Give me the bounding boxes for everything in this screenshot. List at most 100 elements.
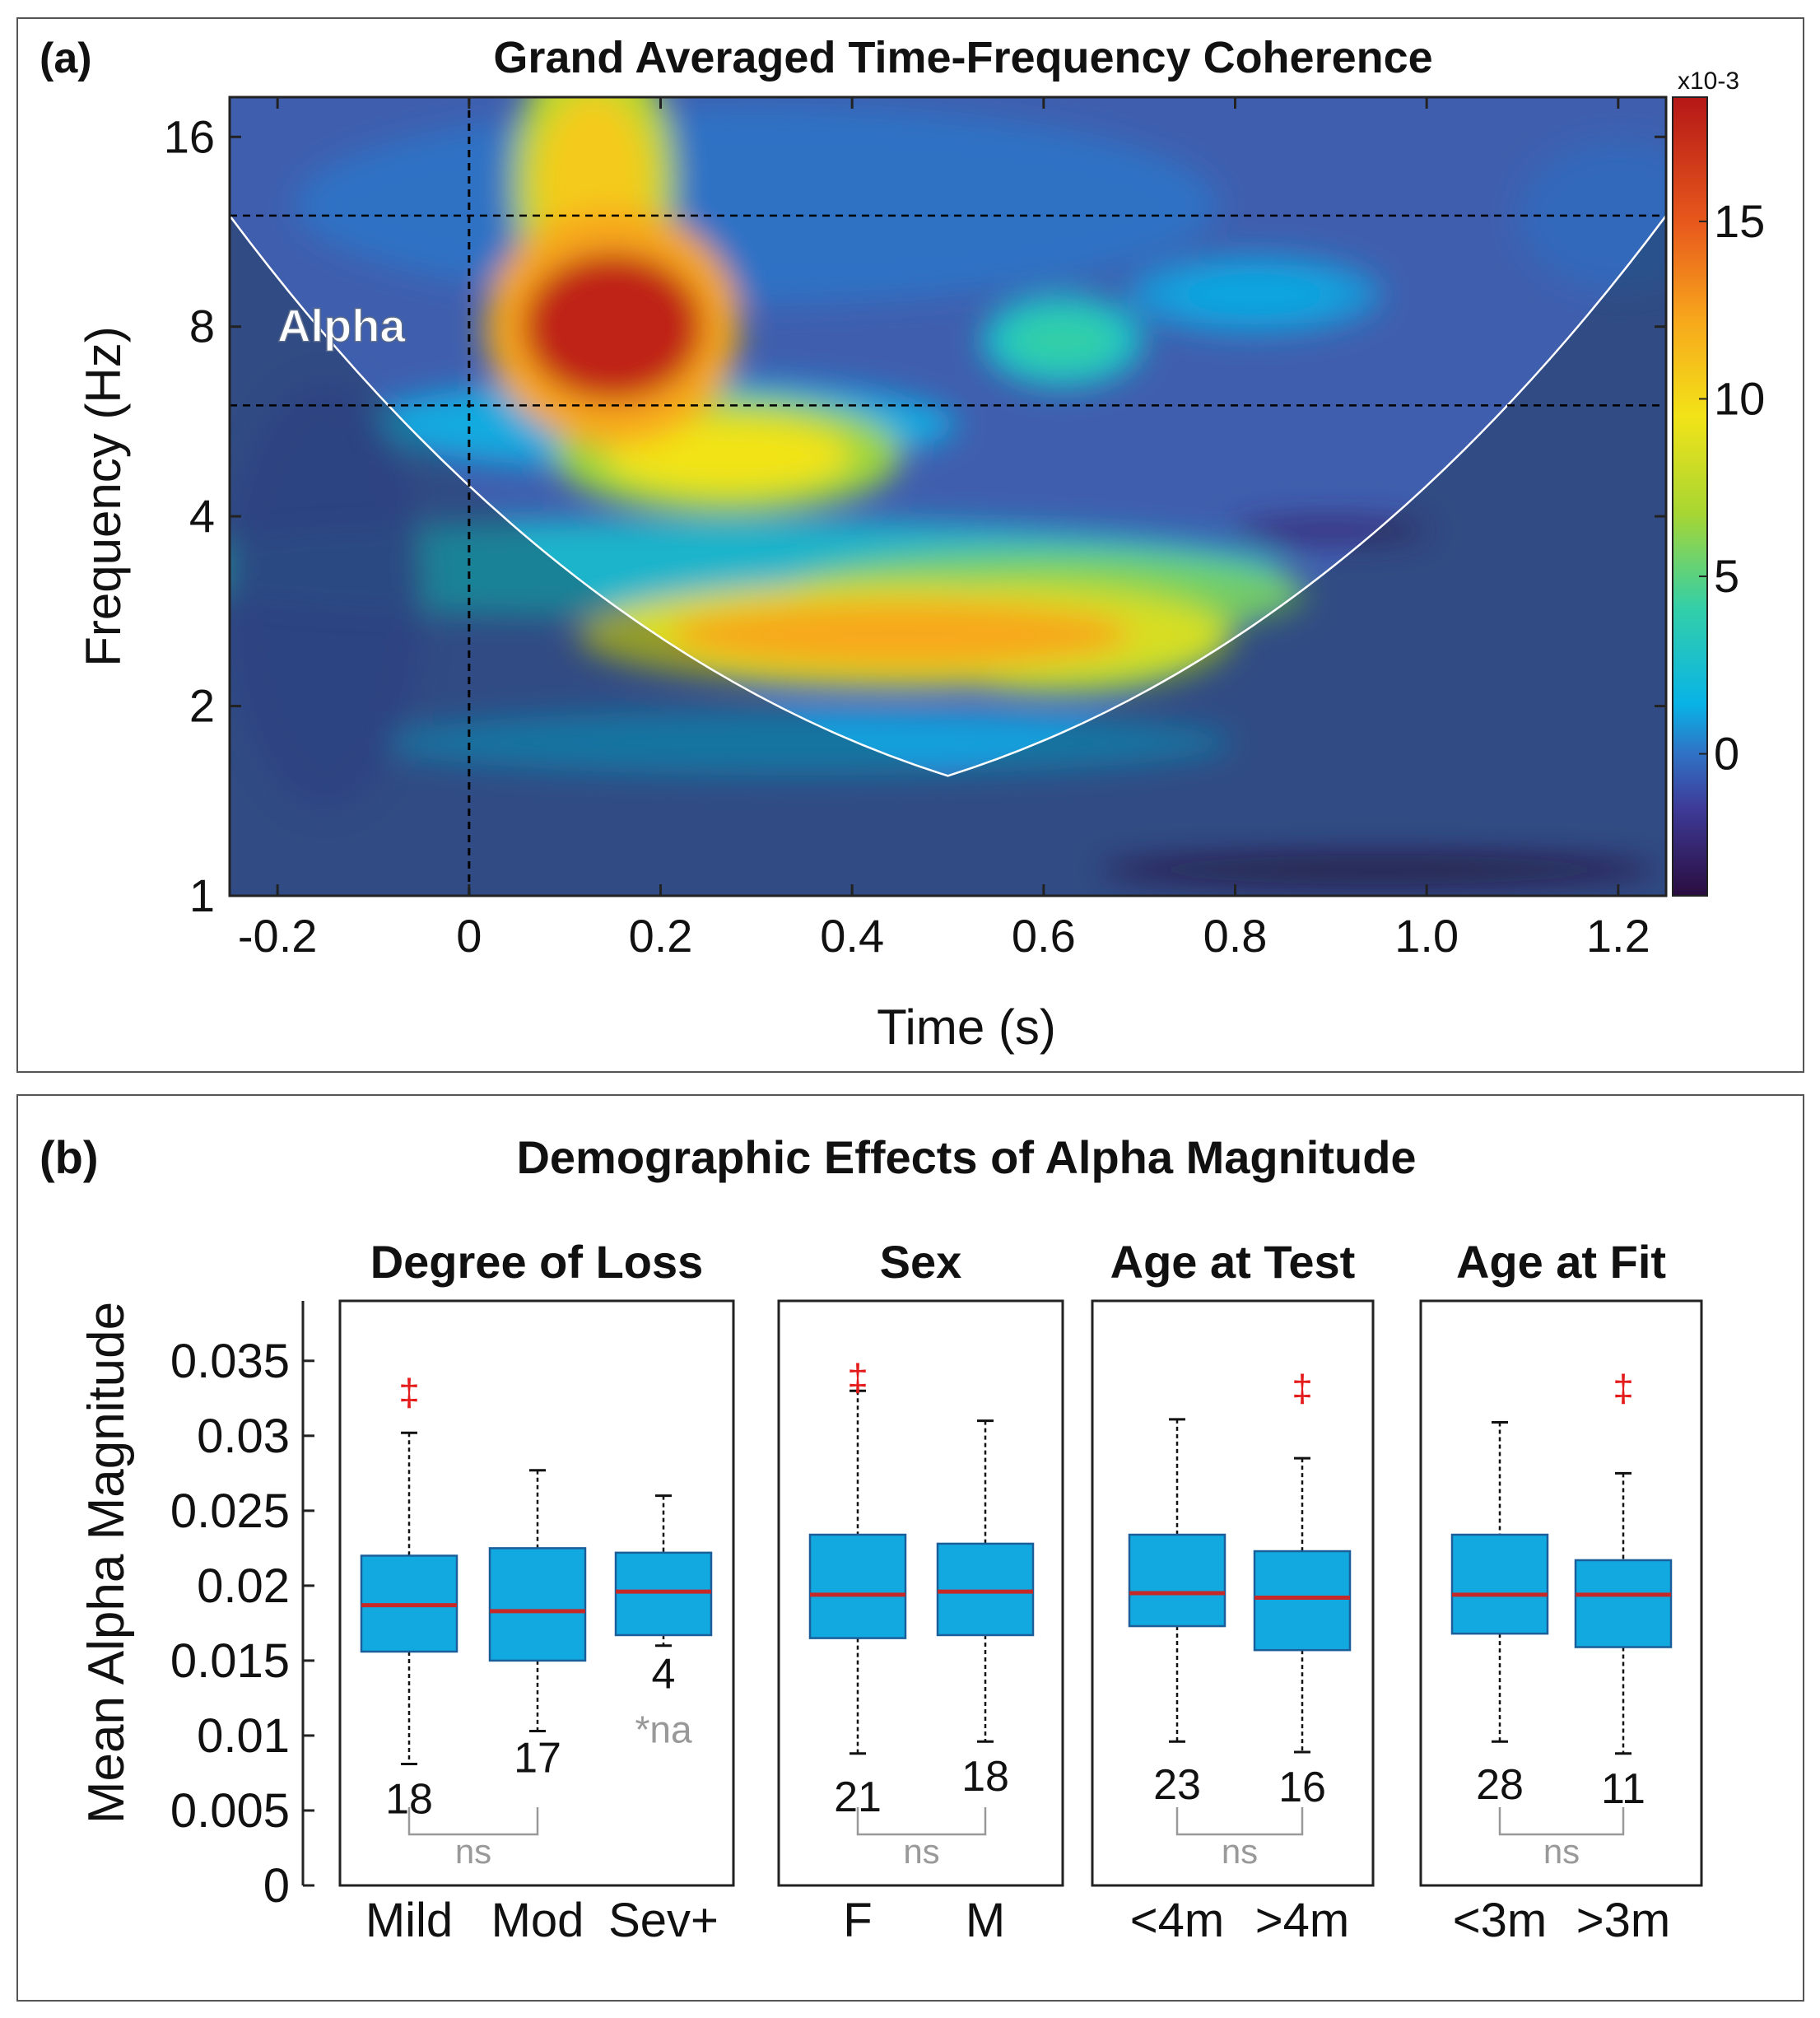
boxplot-group-frame <box>777 1299 1064 1887</box>
boxplot-y-tick-label: 0.01 <box>197 1709 290 1763</box>
x-tick-label: 0.6 <box>1012 910 1076 962</box>
boxplot-y-tick-label: 0.02 <box>197 1559 290 1613</box>
outlier-marker: ‡ <box>1613 1367 1634 1410</box>
colorbar-tick-label: 15 <box>1714 195 1765 247</box>
heatmap-title: Grand Averaged Time-Frequency Coherence <box>493 33 1432 82</box>
na-note: *na <box>635 1708 691 1751</box>
heatmap-region <box>376 709 1232 776</box>
ns-bracket-line <box>407 1807 539 1836</box>
category-label: M <box>966 1894 1005 1947</box>
y-tick-label: 16 <box>164 110 215 162</box>
box-iqr <box>1450 1533 1549 1635</box>
category-label: >3m <box>1576 1894 1670 1947</box>
ns-label: ns <box>1543 1832 1580 1871</box>
boxplot-box: 23 <4m <box>1128 1418 1227 1947</box>
category-label: <4m <box>1130 1894 1224 1947</box>
sample-size-label: 4 <box>652 1651 676 1699</box>
heatmap-field <box>230 97 1666 896</box>
category-label: F <box>843 1894 872 1947</box>
ns-bracket-line <box>856 1807 987 1836</box>
alpha-annotation: Alpha <box>277 300 406 352</box>
colorbar-tick-label: 5 <box>1714 550 1739 602</box>
heatmap-hotspot <box>522 252 704 401</box>
category-label: Mod <box>491 1894 584 1947</box>
category-label: Mild <box>365 1894 453 1947</box>
box-iqr <box>488 1547 587 1662</box>
ns-bracket-line <box>1175 1807 1304 1836</box>
boxplot-group: Age at Fit 28 <3m ‡ 11 >3m ns <box>1419 1236 1703 1947</box>
colorbar-tick-label: 10 <box>1714 372 1765 424</box>
x-tick-label: -0.2 <box>238 910 318 962</box>
ns-bracket: ns <box>1498 1807 1625 1871</box>
boxplot-ylabel: Mean Alpha Magnitude <box>78 1302 135 1824</box>
heatmap-ylabel: Frequency (Hz) <box>76 326 131 666</box>
box-iqr <box>808 1533 907 1639</box>
x-tick-label: 0.2 <box>629 910 693 962</box>
category-label: >4m <box>1255 1894 1349 1947</box>
boxplot-group-frame <box>1091 1299 1375 1887</box>
colorbar-exponent: x10-3 <box>1678 68 1739 95</box>
boxplot-y-axis: 0.035 0.03 0.025 0.02 0.015 0.01 0.005 0 <box>170 1301 314 1913</box>
boxplot-box: 18 M <box>936 1419 1035 1947</box>
sample-size-label: 17 <box>514 1734 561 1782</box>
sample-size-label: 23 <box>1153 1761 1201 1809</box>
y-tick-label: 1 <box>189 869 215 921</box>
heatmap-region <box>230 380 425 809</box>
heatmap-hotspot <box>669 601 1131 668</box>
heatmap-blobs <box>230 97 1666 885</box>
boxplot-y-tick-label: 0.025 <box>170 1484 290 1538</box>
boxplot-group: Sex ‡21F 18 Mns <box>777 1236 1064 1947</box>
y-tick-label: 4 <box>189 490 215 542</box>
sample-size-label: 11 <box>1601 1765 1645 1813</box>
x-tick-label: 1.0 <box>1394 910 1459 962</box>
boxplot-group-frame <box>1419 1299 1703 1887</box>
heatmap-region <box>295 105 1217 304</box>
ns-bracket-line <box>1498 1807 1625 1836</box>
boxplot-title: Demographic Effects of Alpha Magnitude <box>516 1131 1416 1183</box>
boxplot-y-tick-label: 0.005 <box>170 1784 290 1838</box>
boxplot-group-title: Sex <box>880 1236 962 1288</box>
heatmap-axes: -0.2 0 0.2 0.4 0.6 0.8 1.0 1.2 16 8 4 2 1 <box>164 97 1666 962</box>
outlier-marker: ‡ <box>847 1356 868 1399</box>
boxplot-box: ‡ 11 >3m <box>1574 1367 1673 1947</box>
boxplot-box: 28 <3m <box>1450 1420 1549 1947</box>
x-tick-label: 0.4 <box>820 910 884 962</box>
colorbar-gradient <box>1672 96 1708 897</box>
boxplot-box: ‡ 16 >4m <box>1253 1367 1352 1947</box>
boxplot-box: ‡21F <box>808 1356 907 1947</box>
ns-bracket: ns <box>856 1807 987 1871</box>
heatmap-axes-frame <box>228 96 1668 897</box>
sample-size-label: 18 <box>961 1753 1009 1801</box>
boxplot-group-title: Age at Fit <box>1456 1236 1666 1288</box>
box-iqr <box>1128 1533 1227 1628</box>
ns-label: ns <box>903 1832 939 1871</box>
outlier-marker: ‡ <box>398 1371 420 1414</box>
outlier-marker: ‡ <box>1292 1367 1313 1410</box>
panel-b-label: (b) <box>40 1131 99 1183</box>
y-tick-label: 2 <box>189 680 215 732</box>
boxplot-group: Age at Test 23 <4m ‡ 16 >4m ns <box>1091 1236 1375 1947</box>
box-iqr <box>614 1551 713 1637</box>
boxplot-box: 17 Mod <box>488 1469 587 1947</box>
colorbar-tick-label: 0 <box>1714 728 1739 780</box>
boxplot-group-title: Age at Test <box>1110 1236 1356 1288</box>
category-label: <3m <box>1453 1894 1547 1947</box>
boxplot-y-tick-label: 0.03 <box>197 1410 290 1463</box>
boxplot-y-tick-label: 0.035 <box>170 1335 290 1388</box>
boxplot-box: 4 *na Sev+ <box>608 1494 719 1947</box>
ns-bracket: ns <box>1175 1807 1304 1871</box>
boxplot-group-title: Degree of Loss <box>370 1236 704 1288</box>
y-tick-label: 8 <box>189 301 215 352</box>
boxplot-groups: Degree of Loss‡18Mild17Mod4*naSev+nsSex‡… <box>338 1236 1703 1947</box>
ns-label: ns <box>455 1832 491 1871</box>
heatmap-hotspot <box>1163 269 1345 319</box>
x-tick-label: 0.8 <box>1203 910 1268 962</box>
boxplot-y-tick-label: 0.015 <box>170 1634 290 1688</box>
heatmap-hotspot <box>603 417 851 492</box>
box-iqr <box>936 1542 1035 1637</box>
cone-of-influence-line <box>230 215 1666 777</box>
heatmap-region <box>1231 517 1430 544</box>
